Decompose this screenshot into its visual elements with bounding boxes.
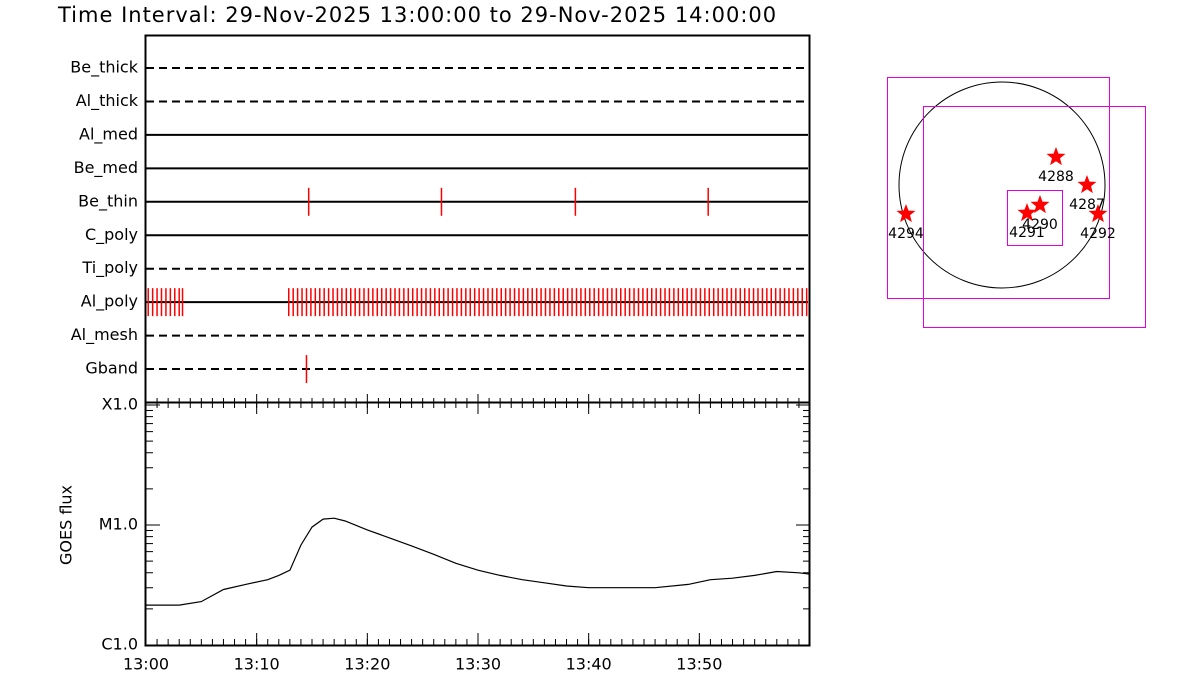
x-tick-label: 13:10 xyxy=(234,655,280,674)
flux-line xyxy=(146,517,811,606)
sun-map xyxy=(887,77,1146,328)
row-label: Al_thick xyxy=(76,91,139,111)
y-tick-label: X1.0 xyxy=(102,395,138,414)
fov-box xyxy=(1007,190,1063,246)
solar-limb xyxy=(898,81,1106,289)
title: Time Interval: 29-Nov-2025 13:00:00 to 2… xyxy=(57,3,777,27)
x-tick-label: 13:00 xyxy=(123,655,169,674)
region-label: 4291 xyxy=(1009,225,1045,241)
row-label: Al_poly xyxy=(81,292,138,312)
row-label: Be_med xyxy=(74,158,138,178)
region-star xyxy=(1030,195,1050,214)
row-label: Ti_poly xyxy=(81,258,138,278)
x-tick-label: 13:30 xyxy=(455,655,501,674)
region-label: 4292 xyxy=(1080,226,1116,242)
y-tick-label: C1.0 xyxy=(101,635,138,654)
region-label: 4294 xyxy=(888,226,924,242)
row-label: Gband xyxy=(85,359,138,378)
row-label: C_poly xyxy=(85,225,138,245)
region-label: 4287 xyxy=(1069,197,1105,213)
x-tick-label: 13:20 xyxy=(344,655,390,674)
y-tick-label: M1.0 xyxy=(99,515,138,534)
region-star xyxy=(896,204,916,223)
region-star xyxy=(1077,175,1097,194)
x-tick-label: 13:40 xyxy=(566,655,612,674)
row-label: Be_thin xyxy=(78,191,138,211)
fov-box xyxy=(887,77,1110,299)
region-star xyxy=(1088,204,1108,223)
region-label: 4288 xyxy=(1038,169,1074,185)
region-star xyxy=(1017,203,1037,222)
y-axis-label: GOES flux xyxy=(57,485,76,565)
row-label: Al_mesh xyxy=(71,325,138,345)
region-label: 4290 xyxy=(1022,217,1058,233)
fov-box xyxy=(923,106,1146,328)
row-label: Be_thick xyxy=(70,58,138,78)
x-tick-label: 13:50 xyxy=(676,655,722,674)
row-label: Al_med xyxy=(79,124,138,144)
region-star xyxy=(1046,147,1066,166)
